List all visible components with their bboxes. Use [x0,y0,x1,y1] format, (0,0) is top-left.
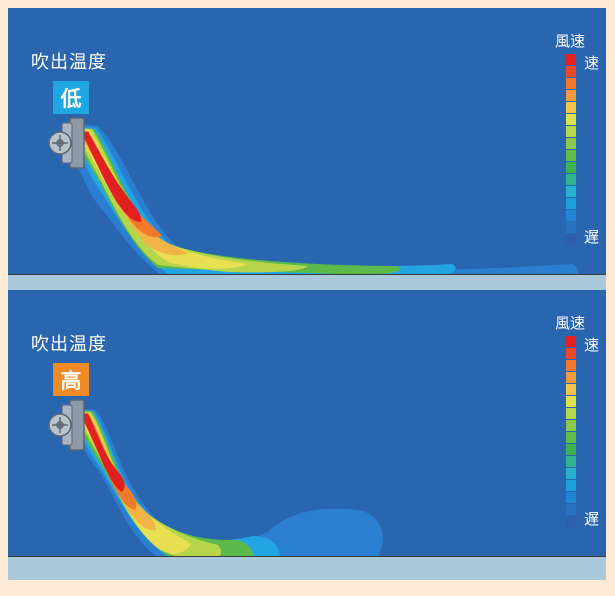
legend-swatch [566,396,576,407]
legend-swatch [566,234,576,245]
legend-swatch [566,384,576,395]
legend-swatch [566,66,576,77]
legend-fast-label: 速 [584,336,600,354]
legend-swatch [566,54,576,65]
legend-swatch [566,372,576,383]
panel-high-temperature: 吹出温度 高 風速 速 遅 [8,290,606,580]
legend-title: 風速 [555,314,586,332]
legend-swatch [566,492,576,503]
legend-swatch [566,198,576,209]
floor [8,556,606,580]
legend-swatch [566,480,576,491]
legend-swatch [566,432,576,443]
temperature-badge-low: 低 [53,81,89,114]
legend-swatch [566,468,576,479]
legend-swatch [566,504,576,515]
legend-swatch [566,360,576,371]
legend-swatch [566,114,576,125]
fan-unit-icon [48,117,85,169]
legend-swatch [566,420,576,431]
legend-slow-label: 遅 [584,228,600,246]
legend-swatch [566,408,576,419]
outlet-temperature-label: 吹出温度 [31,52,107,73]
temperature-badge-high: 高 [53,363,89,396]
legend-swatch [566,516,576,527]
wind-speed-color-scale [566,54,576,246]
legend-title: 風速 [555,32,586,50]
airflow-diagram-low [48,117,579,284]
legend-swatch [566,186,576,197]
legend-swatch [566,138,576,149]
legend-swatch [566,90,576,101]
legend-swatch [566,150,576,161]
legend-swatch [566,126,576,137]
outlet-temperature-label: 吹出温度 [31,334,107,355]
wind-speed-color-scale [566,336,576,528]
panel-low-temperature: 吹出温度 低 風速 速 遅 [8,8,606,298]
legend-swatch [566,78,576,89]
legend-swatch [566,210,576,221]
fan-unit-icon [48,399,85,451]
legend-swatch [566,444,576,455]
legend-slow-label: 遅 [584,510,600,528]
legend-swatch [566,348,576,359]
legend-swatch [566,222,576,233]
legend-swatch [566,162,576,173]
legend-swatch [566,456,576,467]
legend-swatch [566,102,576,113]
legend-fast-label: 速 [584,54,600,72]
legend-swatch [566,174,576,185]
airflow-diagram-high [48,399,383,568]
legend-swatch [566,336,576,347]
